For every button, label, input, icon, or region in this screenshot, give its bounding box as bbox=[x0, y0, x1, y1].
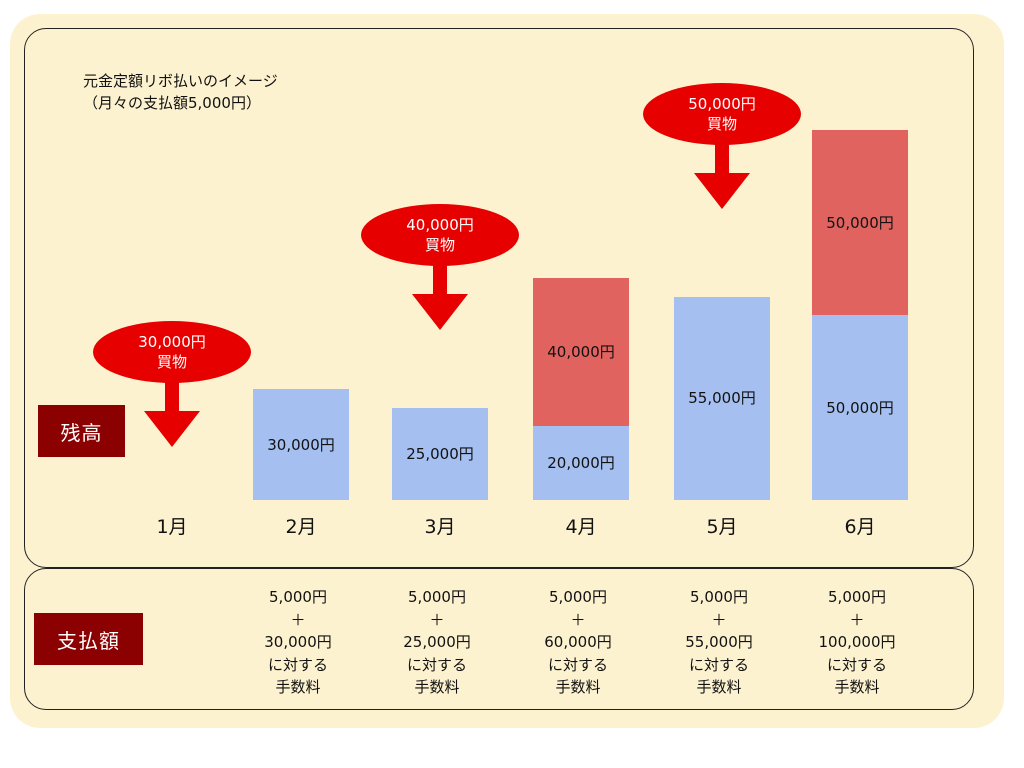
bar-value-label: 40,000円 bbox=[547, 343, 615, 361]
callout-purchase: 買物 bbox=[424, 236, 455, 254]
payment-column: 5,000円 ＋ 25,000円 に対する手数料 bbox=[377, 586, 497, 699]
purchase-callout: 40,000円 買物 bbox=[361, 204, 519, 330]
bar-purchase-4 bbox=[533, 278, 629, 426]
payment-column: 5,000円 ＋ 100,000円 に対する手数料 bbox=[797, 586, 917, 699]
payment-column: 5,000円 ＋ 30,000円 に対する手数料 bbox=[238, 586, 358, 699]
payment-column: 5,000円 ＋ 55,000円 に対する手数料 bbox=[659, 586, 779, 699]
payment-amount: 55,000円 bbox=[685, 633, 753, 651]
payment-plus: ＋ bbox=[429, 610, 445, 629]
callout-text: 30,000円 買物 bbox=[93, 332, 251, 372]
callout-ellipse bbox=[361, 204, 519, 266]
payment-column: 5,000円 ＋ 60,000円 に対する手数料 bbox=[518, 586, 638, 699]
month-label-4: 4月 bbox=[565, 516, 597, 538]
callout-amount: 40,000円 bbox=[406, 216, 474, 234]
bar-value-label: 20,000円 bbox=[547, 454, 615, 472]
callout-shape bbox=[643, 83, 801, 209]
callout-ellipse bbox=[643, 83, 801, 145]
bar-value-label: 25,000円 bbox=[406, 444, 474, 463]
payment-base: 5,000円 bbox=[690, 588, 748, 606]
payment-fee: 手数料 bbox=[414, 678, 460, 696]
payment-amount: 60,000円 bbox=[544, 633, 612, 651]
bar-value-label: 50,000円 bbox=[826, 398, 894, 417]
payment-for: に対する bbox=[406, 655, 467, 674]
balance-panel bbox=[24, 28, 974, 568]
down-arrow-icon bbox=[412, 260, 468, 330]
bar-balance-6 bbox=[812, 315, 908, 500]
payment-label: 支払額 bbox=[34, 613, 143, 665]
payment-plus: ＋ bbox=[711, 610, 727, 629]
payment-base: 5,000円 bbox=[828, 588, 886, 606]
bar-value-label: 30,000円 bbox=[267, 435, 335, 454]
payment-fee: 手数料 bbox=[555, 678, 601, 696]
callout-purchase: 買物 bbox=[706, 115, 737, 133]
chart-title-line1: 元金定額リボ払いのイメージ bbox=[83, 72, 278, 90]
payment-panel bbox=[24, 568, 974, 710]
month-label-1: 1月 bbox=[156, 516, 188, 538]
purchase-callout: 50,000円 買物 bbox=[643, 83, 801, 209]
payment-base: 5,000円 bbox=[269, 588, 327, 606]
bar-value-label: 50,000円 bbox=[826, 213, 894, 232]
callout-text: 50,000円 買物 bbox=[643, 94, 801, 134]
month-label-5: 5月 bbox=[706, 516, 738, 538]
month-label-6: 6月 bbox=[844, 516, 876, 538]
payment-amount: 30,000円 bbox=[264, 633, 332, 651]
payment-fee: 手数料 bbox=[275, 678, 321, 696]
payment-plus: ＋ bbox=[290, 610, 306, 629]
callout-purchase: 買物 bbox=[156, 353, 187, 371]
payment-plus: ＋ bbox=[570, 610, 586, 629]
payment-amount: 100,000円 bbox=[818, 633, 896, 651]
bar-balance-4 bbox=[533, 426, 629, 500]
bar-value-label: 55,000円 bbox=[688, 389, 756, 408]
chart-title-line2: （月々の支払額5,000円） bbox=[83, 94, 261, 112]
month-label-3: 3月 bbox=[424, 516, 456, 538]
payment-base: 5,000円 bbox=[408, 588, 466, 606]
callout-shape bbox=[93, 321, 251, 447]
payment-for: に対する bbox=[547, 655, 608, 674]
payment-for: に対する bbox=[826, 655, 887, 674]
callout-ellipse bbox=[93, 321, 251, 383]
payment-for: に対する bbox=[688, 655, 749, 674]
payment-for: に対する bbox=[267, 655, 328, 674]
payment-base: 5,000円 bbox=[549, 588, 607, 606]
callout-shape bbox=[361, 204, 519, 330]
down-arrow-icon bbox=[694, 139, 750, 209]
down-arrow-icon bbox=[144, 377, 200, 447]
bar-balance-2 bbox=[253, 389, 349, 500]
month-label-2: 2月 bbox=[285, 516, 317, 538]
chart-title: 元金定額リボ払いのイメージ （月々の支払額5,000円） bbox=[83, 70, 278, 114]
payment-fee: 手数料 bbox=[696, 678, 742, 696]
balance-label: 残高 bbox=[38, 405, 125, 457]
purchase-callout: 30,000円 買物 bbox=[93, 321, 251, 447]
bar-purchase-6 bbox=[812, 130, 908, 315]
callout-text: 40,000円 買物 bbox=[361, 215, 519, 255]
payment-plus: ＋ bbox=[849, 610, 865, 629]
bar-balance-3 bbox=[392, 407, 488, 500]
callout-amount: 30,000円 bbox=[138, 333, 206, 351]
payment-fee: 手数料 bbox=[834, 678, 880, 696]
bar-balance-5 bbox=[674, 296, 770, 500]
callout-amount: 50,000円 bbox=[688, 95, 756, 113]
payment-amount: 25,000円 bbox=[403, 633, 471, 651]
